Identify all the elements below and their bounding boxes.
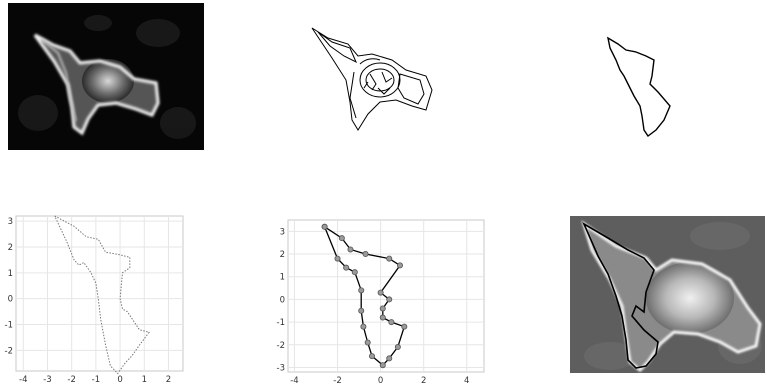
x-tick-label: 1 (142, 375, 147, 385)
x-tick-label: 4 (464, 376, 469, 386)
control-point (358, 287, 365, 294)
control-point (377, 289, 384, 296)
y-tick-label: 2 (8, 243, 13, 253)
control-point (347, 246, 354, 253)
y-tick-label: -3 (277, 363, 285, 373)
ct-image-raw (8, 3, 204, 150)
y-tick-label: -1 (5, 321, 13, 331)
x-tick-label: -2 (67, 375, 75, 385)
control-point (362, 251, 369, 258)
contour-line (54, 215, 150, 375)
control-point (364, 339, 371, 346)
control-point (379, 362, 386, 369)
y-tick-label: 2 (280, 250, 285, 260)
contour-plot: -4 -3 -2 -1 0 1 2 3 2 1 0 -1 -2 (0, 210, 190, 389)
edge-map (300, 18, 450, 136)
x-tick-label: 2 (421, 376, 426, 386)
control-point (379, 314, 386, 321)
x-tick-label: -4 (19, 375, 27, 385)
y-tick-label: -2 (277, 341, 285, 351)
control-point (386, 355, 393, 362)
contour-control-points-plot: -4 -2 0 2 4 3 2 1 0 -1 -2 -3 (272, 214, 487, 389)
plot-area (287, 219, 485, 373)
control-point (401, 323, 408, 330)
y-tick-label: 0 (280, 295, 285, 305)
y-tick-label: -1 (277, 318, 285, 328)
control-point (343, 264, 350, 271)
contour-overlay-image (570, 216, 765, 373)
x-tick-label: -2 (333, 376, 341, 386)
y-tick-label: 1 (280, 273, 285, 283)
control-point (388, 319, 395, 326)
y-tick-label: 1 (8, 269, 13, 279)
control-point (397, 262, 404, 269)
contour-line (323, 226, 406, 367)
x-tick-label: 2 (166, 375, 171, 385)
control-point (386, 296, 393, 303)
x-tick-label: 0 (117, 375, 122, 385)
y-tick-label: 3 (280, 227, 285, 237)
plot-area (15, 215, 184, 372)
control-point (358, 307, 365, 314)
x-tick-label: 0 (378, 376, 383, 386)
control-point (338, 235, 345, 242)
control-point (379, 305, 386, 312)
control-point (369, 353, 376, 360)
selected-contour (600, 30, 680, 142)
x-tick-label: -3 (43, 375, 51, 385)
control-point (334, 255, 341, 262)
control-point (394, 344, 401, 351)
y-tick-label: 0 (8, 295, 13, 305)
y-tick-label: -2 (5, 346, 13, 356)
x-tick-label: -1 (92, 375, 100, 385)
control-point (360, 323, 367, 330)
control-point (386, 255, 393, 262)
control-point (321, 223, 328, 230)
control-point (351, 269, 358, 276)
y-tick-label: 3 (8, 217, 13, 227)
contour-overlay-line (582, 222, 659, 369)
x-tick-label: -4 (290, 376, 298, 386)
